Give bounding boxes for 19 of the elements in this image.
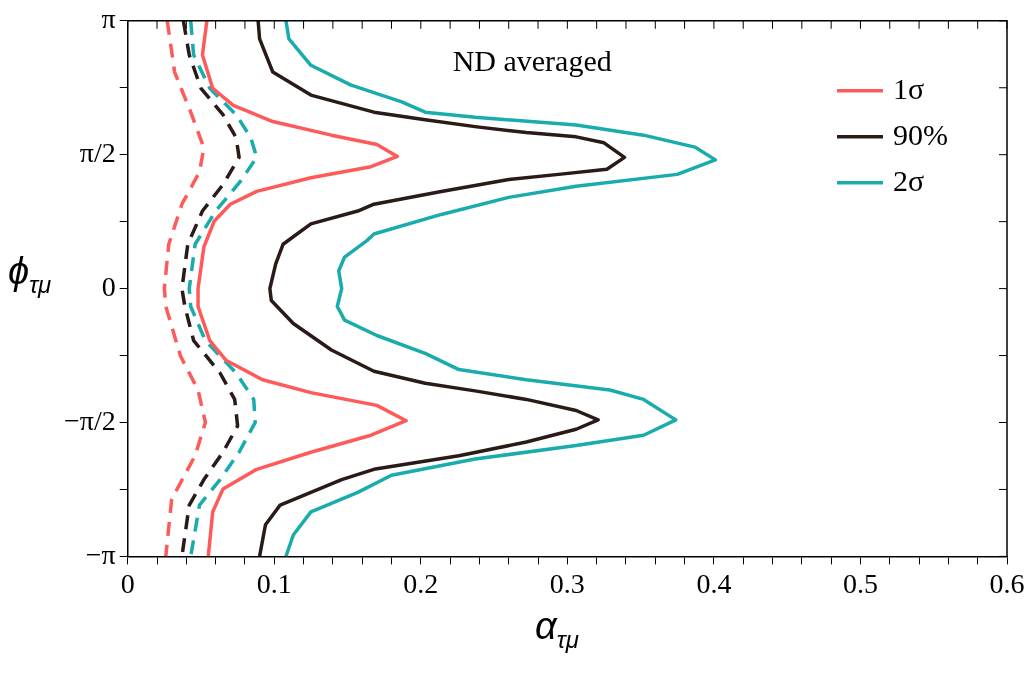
y-tick-label: π [101, 3, 116, 35]
annotation: ND averaged [452, 43, 612, 77]
y-tick-label: −π/2 [63, 404, 116, 436]
y-axis-title: ϕ$_{τμ}$ [8, 250, 52, 299]
legend-label: 2σ [893, 163, 925, 197]
y-tick-label: −π [85, 538, 116, 570]
x-axis-title: α$_{τμ}$ [535, 605, 579, 654]
x-tick-label: 0.6 [989, 567, 1025, 599]
y-tick-label: π/2 [79, 137, 116, 169]
x-tick-label: 0.3 [549, 567, 585, 599]
x-tick-label: 0.4 [696, 567, 732, 599]
line-series [187, 20, 259, 557]
legend-label: 1σ [893, 71, 925, 105]
legend-label: 90% [893, 117, 948, 151]
y-tick-label: 0 [101, 270, 116, 302]
line-series [162, 20, 208, 557]
x-tick-label: 0.5 [842, 567, 878, 599]
x-tick-label: 0.2 [403, 567, 439, 599]
x-tick-label: 0.1 [256, 567, 292, 599]
